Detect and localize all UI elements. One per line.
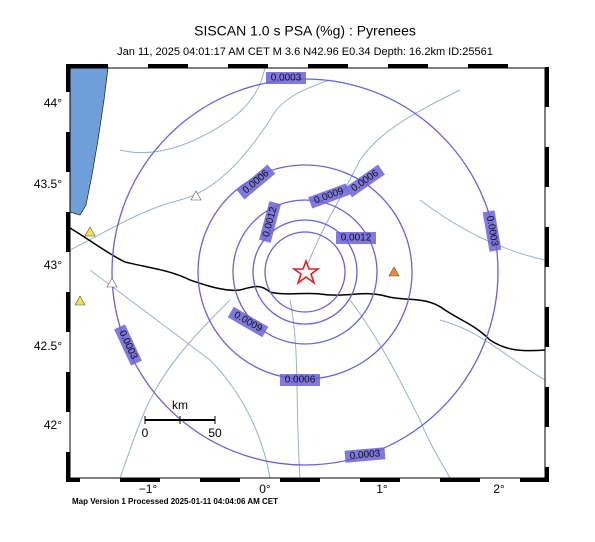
- contour-label: 0.0003: [266, 72, 306, 84]
- footer: Map Version 1 Processed 2025-01-11 04:04…: [72, 497, 278, 506]
- contour-label-box: [345, 164, 385, 198]
- lat-label: 43°: [44, 258, 62, 272]
- stations: [74, 190, 400, 306]
- frame-ticks: [66, 64, 549, 482]
- contour-label-box: [482, 210, 502, 252]
- contour-label-box: [236, 164, 276, 200]
- contour-label-box: [280, 374, 320, 386]
- contour-label-text: 0.0003: [349, 448, 381, 462]
- contour-label-box: [344, 447, 386, 463]
- scale-unit: km: [172, 398, 188, 412]
- contour-label-box: [266, 72, 306, 84]
- contour-label: 0.0012: [336, 232, 376, 244]
- scale-bar: [144, 416, 216, 424]
- contour-label: 0.0003: [344, 447, 386, 463]
- lat-label: 42.5°: [34, 339, 62, 353]
- contour-label-box: [114, 324, 142, 366]
- contour-label-text: 0.0012: [341, 233, 372, 244]
- scale-end: 50: [208, 426, 222, 440]
- subtitle: Jan 11, 2025 04:01:17 AM CET M 3.6 N42.9…: [117, 46, 493, 58]
- sea: [70, 68, 109, 216]
- contour-label: 0.0003: [482, 210, 502, 252]
- scale-start: 0: [142, 426, 149, 440]
- lon-label: 2°: [493, 482, 505, 496]
- border: [70, 227, 545, 352]
- lon-label: 1°: [376, 482, 388, 496]
- contour-label-box: [227, 306, 269, 338]
- lon-label: −1°: [139, 482, 158, 496]
- contour-label-text: 0.0006: [285, 375, 316, 386]
- lat-label: 43.5°: [34, 177, 62, 191]
- title: SISCAN 1.0 s PSA (%g) : Pyrenees: [194, 23, 416, 39]
- contour-label-text: 0.0003: [271, 73, 302, 84]
- epicenter: [291, 258, 321, 286]
- lat-label: 42°: [44, 418, 62, 432]
- contour-label-box: [308, 183, 350, 209]
- contour-label-box: [336, 232, 376, 244]
- contour-label-text: 0.0003: [484, 215, 500, 247]
- lon-label: 0°: [259, 482, 271, 496]
- contour-label: 0.0006: [280, 374, 320, 386]
- contour-label-box: [259, 201, 281, 243]
- lat-label: 44°: [44, 96, 62, 110]
